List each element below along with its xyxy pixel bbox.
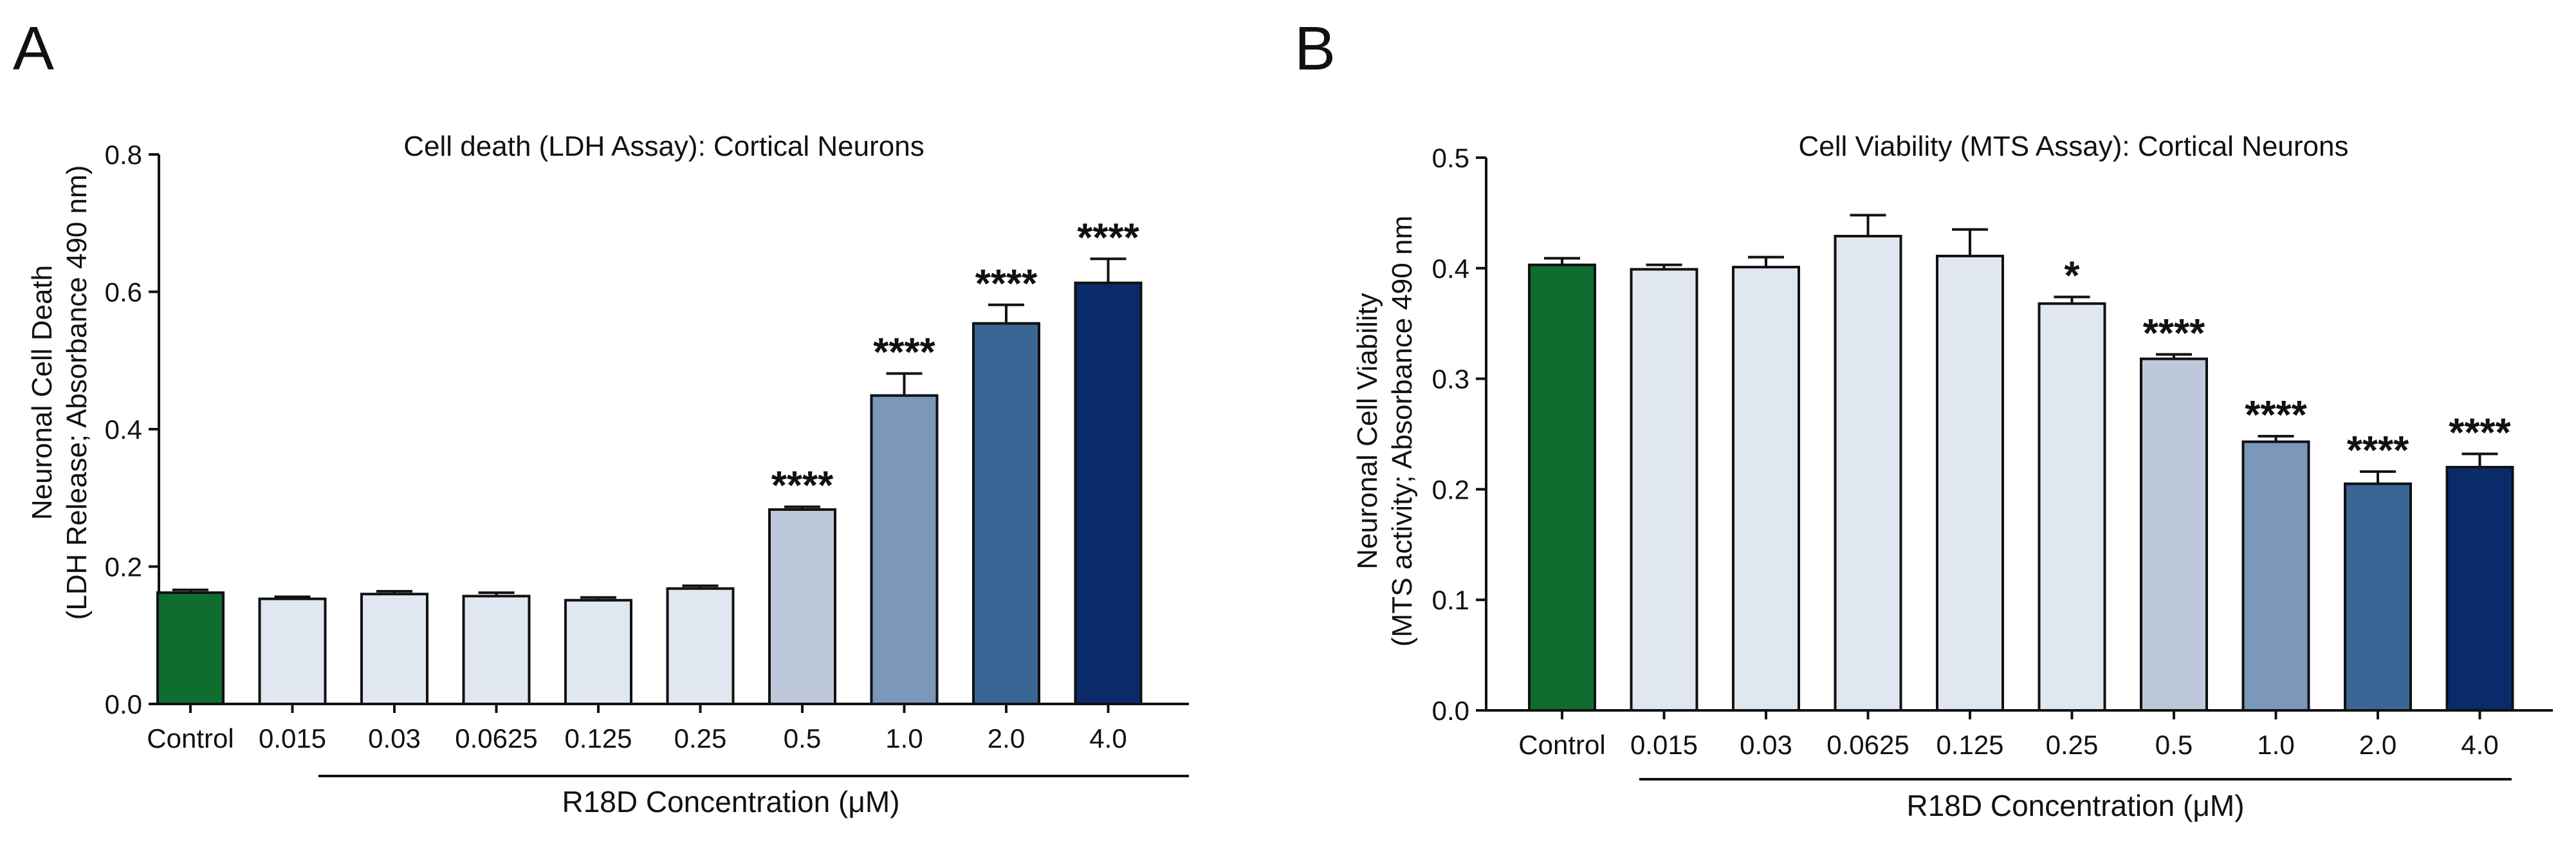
x-tick-label: 0.0625 [455,723,537,753]
x-tick-label: 2.0 [988,723,1025,753]
panel-b: B Cell Viability (MTS Assay): Cortical N… [1294,14,2553,822]
y-tick-label: 0.6 [105,277,142,308]
bar-1.0 [2241,440,2310,712]
x-tick-label: Control [147,723,234,753]
bar-0.0625 [1834,234,1902,712]
significance-marker: **** [771,464,834,508]
bar-0.5 [2140,357,2208,712]
significance-marker: **** [975,262,1038,306]
panel-label-a: A [13,14,54,83]
y-tick-label: 0.8 [105,140,142,170]
bar-2.0 [2344,482,2412,712]
y-axis-label-a-line2: (LDH Release; Absorbance 490 nm) [61,165,93,620]
x-tick-label: 0.5 [784,723,821,753]
x-tick-label: 0.125 [564,723,632,753]
significance-marker: * [2064,254,2080,298]
bar-0.0625 [462,595,531,706]
bar-2.0 [972,322,1040,706]
x-tick-label: 0.0625 [1826,730,1909,760]
x-tick-label: 0.25 [674,723,727,753]
x-tick-label: 0.03 [368,723,421,753]
x-tick-label: 4.0 [1089,723,1127,753]
y-tick-label: 0.4 [1432,254,1469,284]
y-tick-label: 0.2 [105,552,142,582]
x-group-label-b: R18D Concentration (μM) [1906,789,2244,822]
x-tick-label: 0.015 [259,723,326,753]
x-tick-label: 2.0 [2359,730,2397,760]
bar-Control [1528,263,1596,712]
bar-0.125 [564,598,632,705]
x-tick-label: 1.0 [885,723,923,753]
bar-0.5 [768,508,836,706]
y-tick-label: 0.0 [1432,696,1469,726]
y-tick-label: 0.3 [1432,364,1469,394]
significance-marker: **** [873,331,935,375]
significance-marker: **** [2143,311,2205,356]
x-tick-label: 0.015 [1630,730,1698,760]
x-tick-label: 1.0 [2257,730,2294,760]
x-group-label-a: R18D Concentration (μM) [562,785,899,818]
x-tick-label: 0.125 [1936,730,2003,760]
bar-Control [156,591,225,705]
significance-marker: **** [2347,429,2409,473]
bar-0.25 [666,587,735,705]
chart-title-b: Cell Viability (MTS Assay): Cortical Neu… [1799,131,2349,162]
x-tick-label: 4.0 [2461,730,2498,760]
bar-1.0 [870,394,939,705]
panel-a: A Cell death (LDH Assay): Cortical Neuro… [13,14,1189,818]
x-tick-label: 0.5 [2155,730,2193,760]
y-tick-label: 0.1 [1432,585,1469,615]
significance-marker: **** [2245,393,2307,438]
significance-marker: **** [1077,216,1139,260]
x-tick-label: 0.03 [1740,730,1792,760]
y-tick-label: 0.4 [105,414,142,445]
bar-4.0 [1074,281,1143,705]
x-tick-label: 0.25 [2046,730,2099,760]
bar-0.03 [360,593,428,706]
bar-0.25 [2038,302,2106,712]
bar-4.0 [2445,466,2514,712]
y-tick-label: 0.0 [105,689,142,719]
y-axis-label-b-line2: (MTS activity; Absorbance 490 nm [1386,216,1418,647]
y-tick-label: 0.5 [1432,143,1469,173]
significance-marker: **** [2449,411,2511,455]
x-tick-label: Control [1518,730,1605,760]
y-axis-label-b-line1: Neuronal Cell Viability [1352,293,1383,569]
chart-title-a: Cell death (LDH Assay): Cortical Neurons [403,131,924,162]
y-tick-label: 0.2 [1432,474,1469,504]
bar-0.015 [258,597,327,705]
bar-0.125 [1936,254,2004,712]
panel-label-b: B [1294,14,1336,83]
y-axis-label-a-line1: Neuronal Cell Death [26,265,58,520]
bar-0.015 [1630,268,1698,712]
bar-0.03 [1732,266,1800,712]
